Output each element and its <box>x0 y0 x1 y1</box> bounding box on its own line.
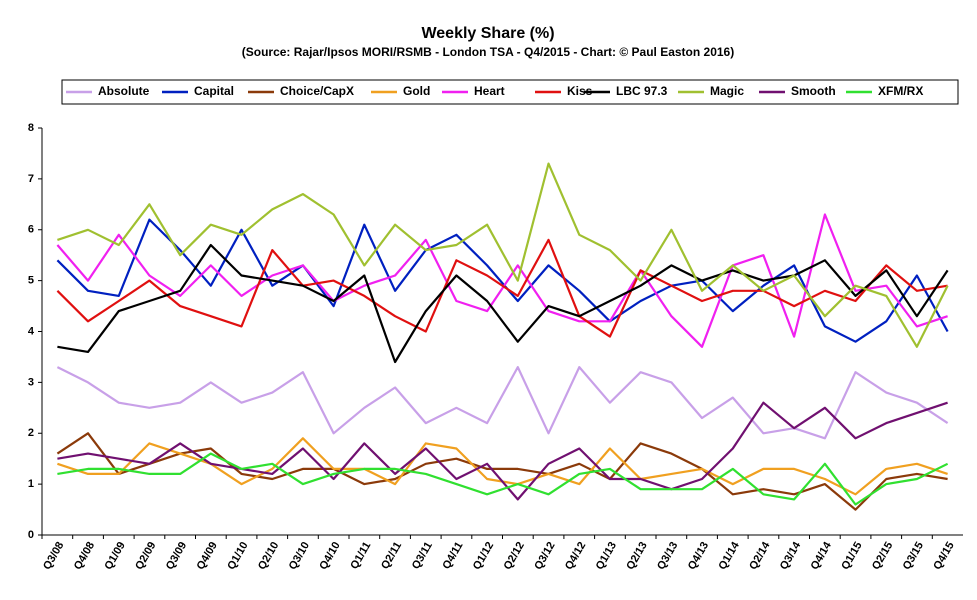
x-tick-label: Q3/14 <box>778 539 804 572</box>
x-tick-label: Q1/11 <box>348 540 373 571</box>
x-tick-label: Q4/08 <box>72 540 97 572</box>
chart-subtitle: (Source: Rajar/Ipsos MORI/RSMB - London … <box>242 45 734 59</box>
x-tick-label: Q4/12 <box>563 540 588 572</box>
x-tick-label: Q3/10 <box>287 540 312 572</box>
series-line <box>57 162 949 348</box>
x-tick-label: Q2/15 <box>870 540 895 572</box>
legend-label: Gold <box>403 84 430 98</box>
x-tick-label: Q3/15 <box>901 540 926 572</box>
x-tick-label: Q2/09 <box>133 540 158 572</box>
y-tick-label: 8 <box>28 122 34 134</box>
legend-label: Magic <box>710 84 744 98</box>
x-tick-label: Q1/10 <box>225 540 250 572</box>
x-tick-label: Q4/09 <box>195 540 220 572</box>
legend-label: Capital <box>194 84 234 98</box>
y-tick-label: 3 <box>28 376 34 388</box>
x-tick-label: Q4/14 <box>809 539 835 572</box>
x-tick-label: Q4/15 <box>931 540 956 572</box>
legend-label: XFM/RX <box>878 84 923 98</box>
x-tick-label: Q2/12 <box>502 540 527 572</box>
x-tick-label: Q1/12 <box>471 540 496 572</box>
y-tick-label: 1 <box>28 478 34 490</box>
x-tick-label: Q2/14 <box>747 539 773 572</box>
legend-label: Kiss <box>567 84 593 98</box>
series-line <box>57 401 948 501</box>
series-line <box>56 432 948 511</box>
x-tick-label: Q1/14 <box>716 539 742 572</box>
x-tick-label: Q4/10 <box>317 540 342 572</box>
legend-box <box>61 79 959 105</box>
series-line <box>57 243 949 364</box>
x-tick-label: Q1/15 <box>839 540 864 572</box>
series-line <box>56 366 949 440</box>
legend-label: Absolute <box>98 84 150 98</box>
x-tick-label: Q3/09 <box>164 540 189 572</box>
y-tick-label: 6 <box>28 224 34 236</box>
x-tick-label: Q1/09 <box>102 540 127 572</box>
x-tick-label: Q2/11 <box>379 540 404 571</box>
y-tick-label: 5 <box>28 275 34 287</box>
legend-label: Choice/CapX <box>280 84 354 98</box>
x-tick-label: Q2/13 <box>624 540 649 572</box>
legend-label: Smooth <box>791 84 836 98</box>
series-line <box>56 238 948 338</box>
chart-title: Weekly Share (%) <box>421 25 554 42</box>
y-tick-label: 0 <box>28 529 34 541</box>
y-tick-label: 2 <box>28 427 34 439</box>
y-tick-label: 4 <box>28 325 35 337</box>
x-tick-label: Q2/10 <box>256 540 281 572</box>
legend-label: LBC 97.3 <box>616 84 668 98</box>
x-tick-label: Q1/13 <box>594 540 619 572</box>
x-tick-label: Q4/13 <box>686 540 711 572</box>
x-tick-label: Q3/12 <box>532 540 557 572</box>
series-line <box>57 452 949 506</box>
legend-label: Heart <box>474 84 505 98</box>
x-tick-label: Q3/08 <box>41 540 66 572</box>
x-tick-label: Q3/11 <box>410 540 435 571</box>
x-tick-label: Q4/11 <box>440 540 465 571</box>
x-tick-label: Q3/13 <box>655 540 680 572</box>
series-line <box>56 218 949 343</box>
y-tick-label: 7 <box>28 173 34 185</box>
series-line <box>56 213 948 348</box>
